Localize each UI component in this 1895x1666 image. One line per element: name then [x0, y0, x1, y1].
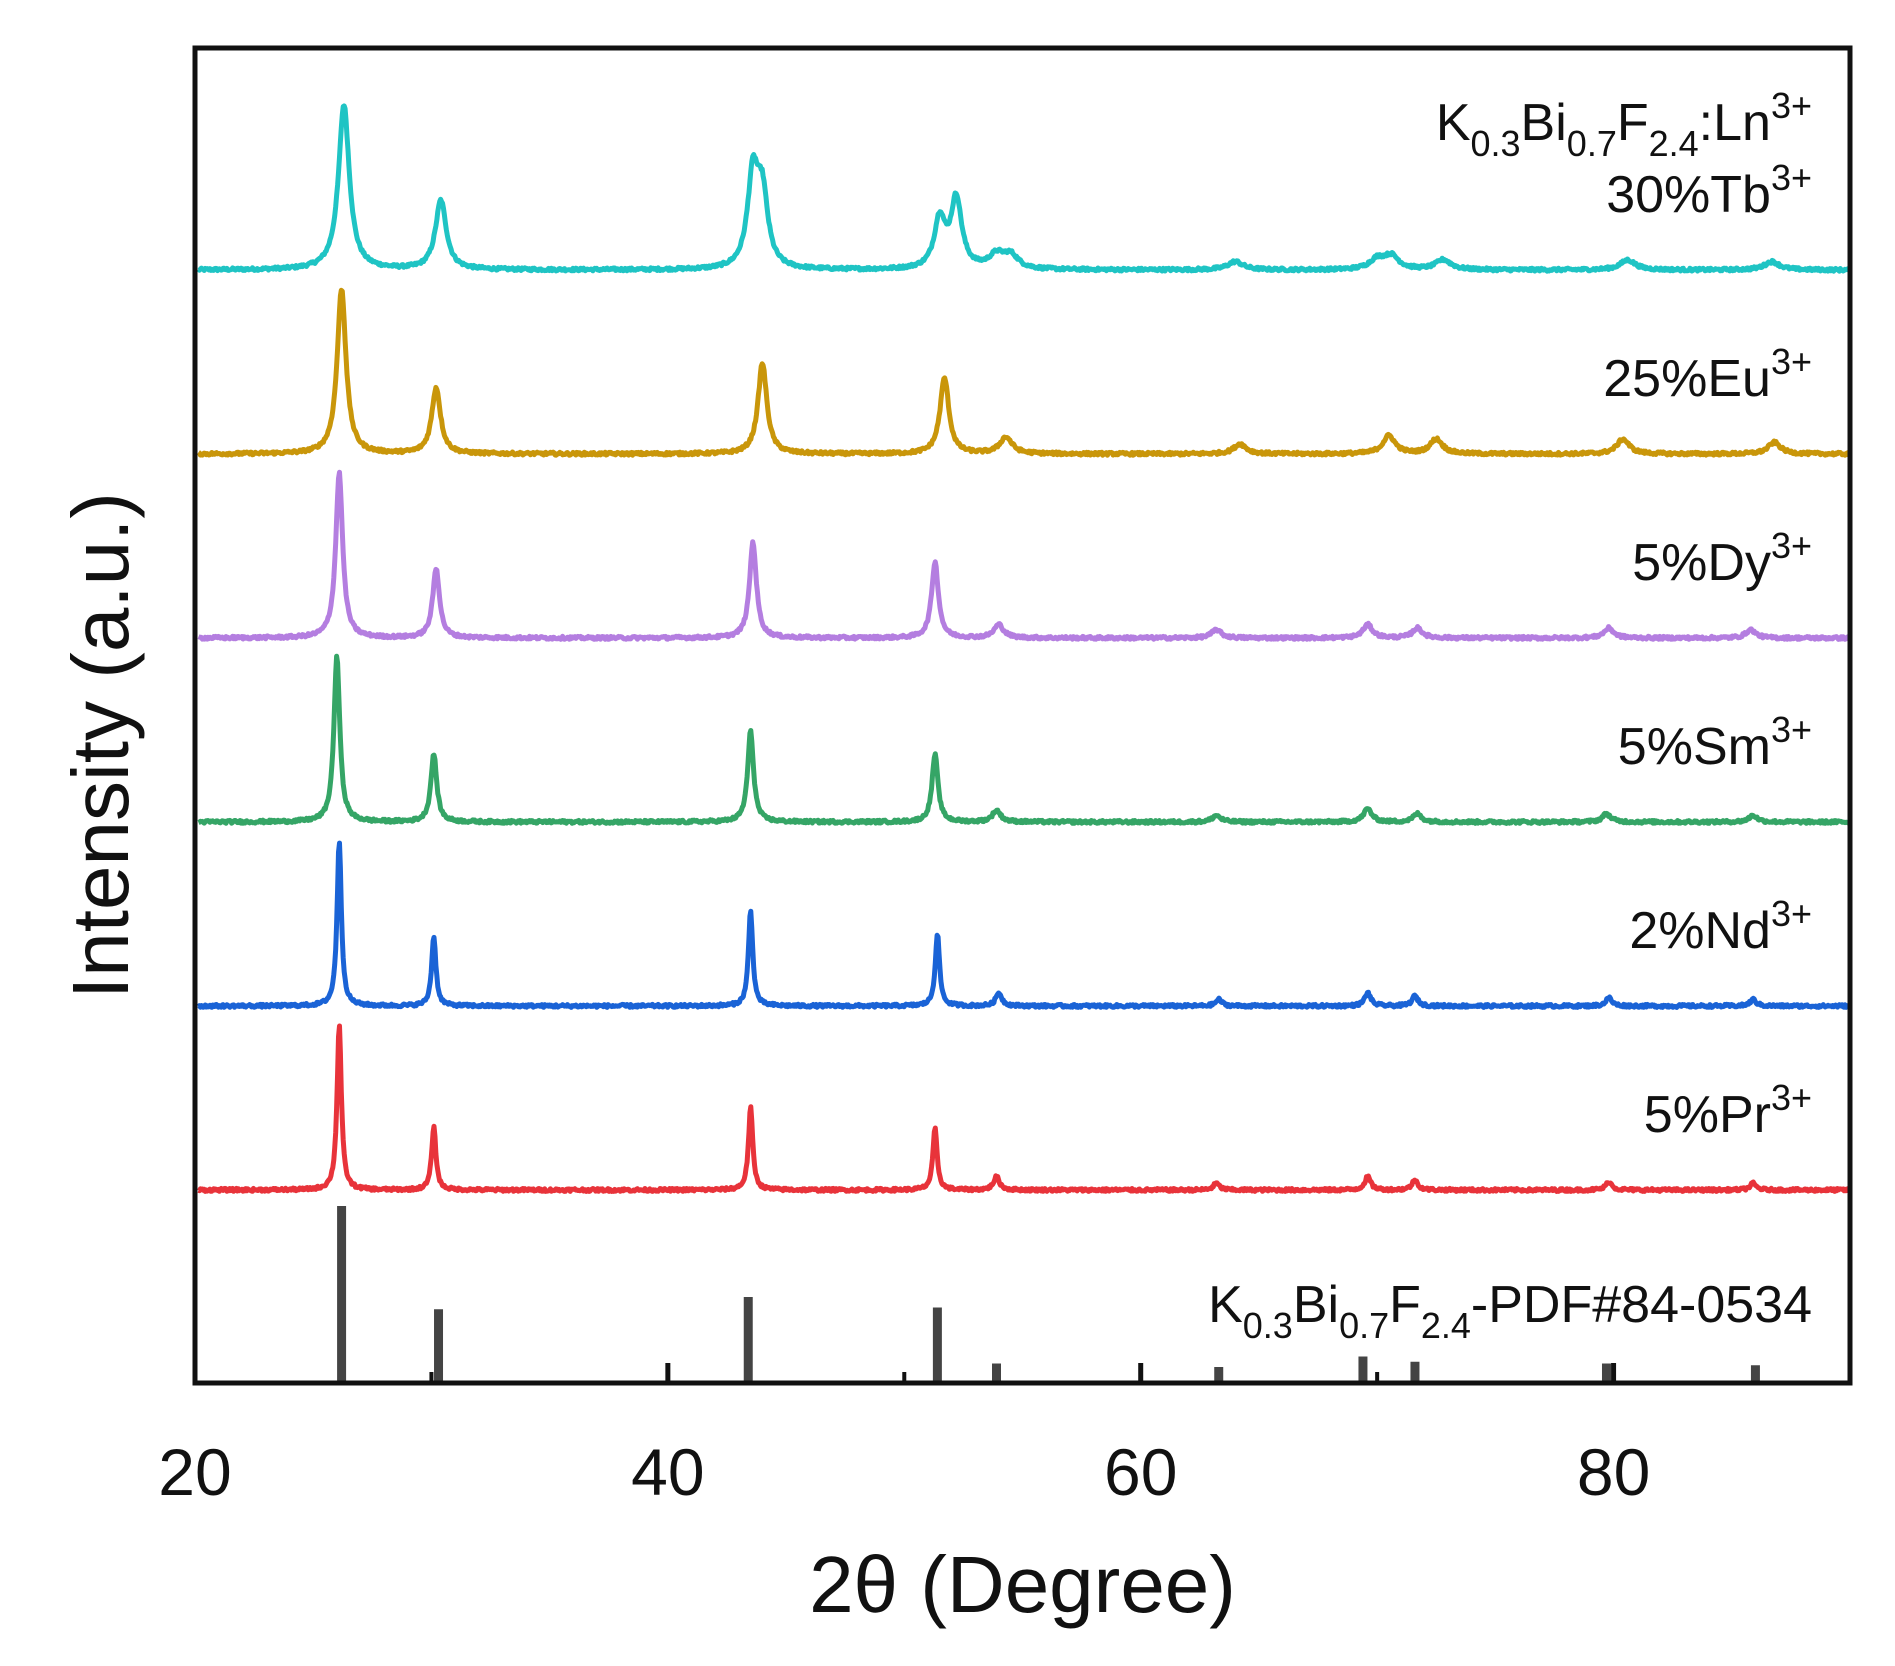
series-line	[196, 103, 1853, 274]
x-tick-label: 40	[631, 1435, 704, 1509]
header-label-part: 0.7	[1567, 123, 1617, 164]
reference-label-part: K	[1208, 1276, 1243, 1334]
series-line	[197, 469, 1852, 642]
series-label-sup: 3+	[1771, 341, 1812, 382]
reference-label: K0.3Bi0.7F2.4-PDF#84-0534	[1208, 1276, 1812, 1346]
series-line	[197, 653, 1852, 826]
x-tick-label: 20	[158, 1435, 231, 1509]
series-label-main: 5%Dy	[1632, 534, 1771, 592]
header-label: K0.3Bi0.7F2.4:Ln3+	[1436, 85, 1812, 164]
reference-label-part: Bi	[1293, 1276, 1339, 1334]
series-line	[197, 287, 1853, 458]
reference-label-part: 0.7	[1339, 1305, 1389, 1346]
x-tick-label: 60	[1104, 1435, 1177, 1509]
series-label-main: 5%Pr	[1644, 1086, 1771, 1144]
y-axis-title: Intensity (a.u.)	[56, 492, 145, 999]
header-label-part: 2.4	[1649, 123, 1699, 164]
reference-label-part: -PDF#84-0534	[1471, 1276, 1812, 1334]
x-tick-label: 80	[1577, 1435, 1650, 1509]
reference-label-part: 2.4	[1421, 1305, 1471, 1346]
series-label-sup: 3+	[1771, 1077, 1812, 1118]
header-label-part: Bi	[1521, 94, 1567, 152]
header-label-part: 0.3	[1471, 123, 1521, 164]
series-label-main: 30%Tb	[1606, 166, 1771, 224]
axis-layer: 20 40 60 80	[158, 1363, 1650, 1509]
series-label: 30%Tb3+	[1606, 157, 1812, 224]
series-label-main: 2%Nd	[1629, 902, 1771, 960]
reference-layer	[337, 1206, 1760, 1381]
series-label: 2%Nd3+	[1629, 893, 1812, 960]
header-label-part: F	[1617, 94, 1649, 152]
reference-label-part: 0.3	[1243, 1305, 1293, 1346]
series-label: 5%Pr3+	[1644, 1077, 1812, 1144]
series-layer	[196, 103, 1853, 1194]
header-label-part: :Ln	[1699, 94, 1771, 152]
header-label-part: 3+	[1771, 85, 1812, 126]
reference-label-part: F	[1389, 1276, 1421, 1334]
label-layer: 30%Tb3+25%Eu3+5%Dy3+5%Sm3+2%Nd3+5%Pr3+K0…	[1208, 85, 1812, 1346]
series-line	[197, 1023, 1852, 1194]
series-label-main: 25%Eu	[1603, 350, 1771, 408]
series-label-sup: 3+	[1771, 893, 1812, 934]
series-label: 5%Sm3+	[1618, 709, 1812, 776]
series-label-sup: 3+	[1771, 157, 1812, 198]
series-line	[196, 840, 1852, 1010]
series-label: 5%Dy3+	[1632, 525, 1812, 592]
series-label: 25%Eu3+	[1603, 341, 1812, 408]
x-axis-title: 2θ (Degree)	[809, 1540, 1236, 1629]
series-label-sup: 3+	[1771, 525, 1812, 566]
header-label-part: K	[1436, 94, 1471, 152]
series-label-sup: 3+	[1771, 709, 1812, 750]
series-label-main: 5%Sm	[1618, 718, 1771, 776]
plot-frame	[192, 45, 1853, 1386]
